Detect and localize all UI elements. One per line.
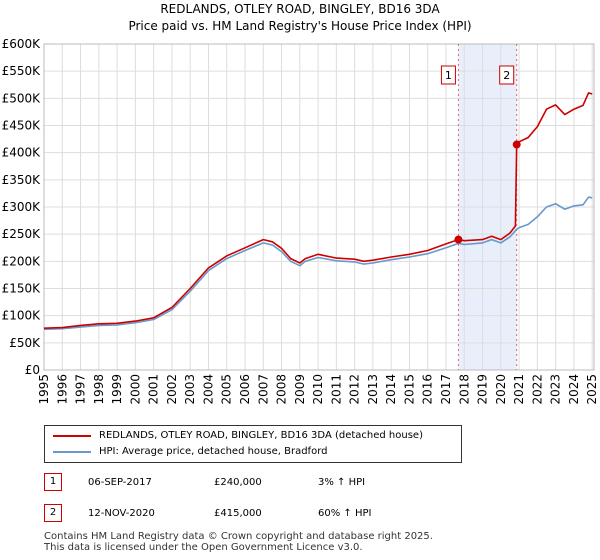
- x-tick-label: 2017: [439, 374, 453, 405]
- x-tick-label: 2015: [402, 374, 416, 405]
- y-tick-label: £0: [25, 363, 40, 377]
- legend-label-hpi: HPI: Average price, detached house, Brad…: [99, 446, 328, 457]
- y-tick-label: £100K: [2, 309, 42, 323]
- transaction-hpi: 60% ↑ HPI: [318, 508, 372, 519]
- x-tick-label: 1997: [74, 374, 88, 405]
- x-tick-label: 2003: [183, 374, 197, 405]
- transaction-date: 06-SEP-2017: [88, 477, 152, 488]
- sale-point: [512, 140, 521, 149]
- x-tick-label: 2008: [275, 374, 289, 405]
- x-tick-label: 1995: [37, 374, 51, 405]
- x-tick-label: 2001: [147, 374, 161, 405]
- x-tick-label: 2000: [128, 374, 142, 405]
- y-tick-label: £300K: [2, 200, 42, 214]
- sale-label-box: [499, 65, 515, 85]
- x-tick-label: 2005: [220, 374, 234, 405]
- x-tick-label: 2012: [348, 374, 362, 405]
- transaction-badge: 1: [44, 473, 62, 491]
- x-tick-label: 2024: [567, 374, 581, 405]
- x-tick-label: 2010: [311, 374, 325, 405]
- sale-label-text: 2: [503, 69, 510, 82]
- y-tick-label: £500K: [2, 91, 42, 105]
- transaction-date: 12-NOV-2020: [88, 508, 155, 519]
- sale-label-text: 1: [445, 69, 452, 82]
- legend-label-property: REDLANDS, OTLEY ROAD, BINGLEY, BD16 3DA …: [99, 430, 423, 441]
- price-chart: £0 £50K £100K £150K £200K £250K £300K £350K £400…: [2, 37, 600, 405]
- y-tick-label: £400K: [2, 146, 42, 160]
- x-tick-label: 2023: [549, 374, 563, 405]
- footer-line: This data is licensed under the Open Gov…: [44, 542, 363, 553]
- legend-swatch-hpi: [53, 451, 91, 453]
- x-tick-label: 2021: [512, 374, 526, 405]
- x-tick-label: 2025: [585, 374, 599, 405]
- x-tick-label: 2016: [421, 374, 435, 405]
- x-tick-label: 2019: [476, 374, 490, 405]
- x-tick-label: 2009: [293, 374, 307, 405]
- sale-point: [454, 235, 463, 244]
- y-tick-label: £550K: [2, 64, 42, 78]
- transaction-badge: 2: [44, 504, 62, 522]
- x-tick-label: 2014: [384, 374, 398, 405]
- chart-legend: REDLANDS, OTLEY ROAD, BINGLEY, BD16 3DA …: [44, 425, 462, 463]
- y-tick-label: £450K: [2, 119, 42, 133]
- series-line-property: [43, 92, 593, 329]
- transaction-hpi: 3% ↑ HPI: [318, 477, 366, 488]
- transaction-price: £240,000: [214, 477, 262, 488]
- x-tick-label: 2007: [256, 374, 270, 405]
- x-tick-label: 2018: [457, 374, 471, 405]
- x-tick-label: 1996: [55, 374, 69, 405]
- x-tick-label: 2022: [530, 374, 544, 405]
- x-tick-label: 1998: [92, 374, 106, 405]
- footer-attribution: Contains HM Land Registry data © Crown c…: [44, 531, 433, 553]
- x-tick-label: 2013: [366, 374, 380, 405]
- y-tick-label: £350K: [2, 173, 42, 187]
- x-tick-label: 2002: [165, 374, 179, 405]
- x-tick-label: 2011: [329, 374, 343, 405]
- plot-border: [43, 43, 595, 371]
- transaction-price: £415,000: [214, 508, 262, 519]
- sale-label-box: [440, 65, 456, 85]
- y-tick-label: £150K: [2, 282, 42, 296]
- x-tick-label: 1999: [110, 374, 124, 405]
- y-tick-label: £600K: [2, 37, 42, 51]
- x-tick-label: 2020: [494, 374, 508, 405]
- series-line-hpi: [43, 196, 593, 331]
- y-tick-label: £200K: [2, 254, 42, 268]
- x-tick-label: 2004: [201, 374, 215, 405]
- chart-title: REDLANDS, OTLEY ROAD, BINGLEY, BD16 3DA: [160, 2, 440, 16]
- y-tick-label: £250K: [2, 227, 42, 241]
- legend-swatch-property: [53, 435, 91, 437]
- footer-line: Contains HM Land Registry data © Crown c…: [44, 531, 433, 542]
- y-tick-label: £50K: [9, 336, 41, 350]
- x-tick-label: 2006: [238, 374, 252, 405]
- chart-subtitle: Price paid vs. HM Land Registry's House …: [128, 19, 472, 33]
